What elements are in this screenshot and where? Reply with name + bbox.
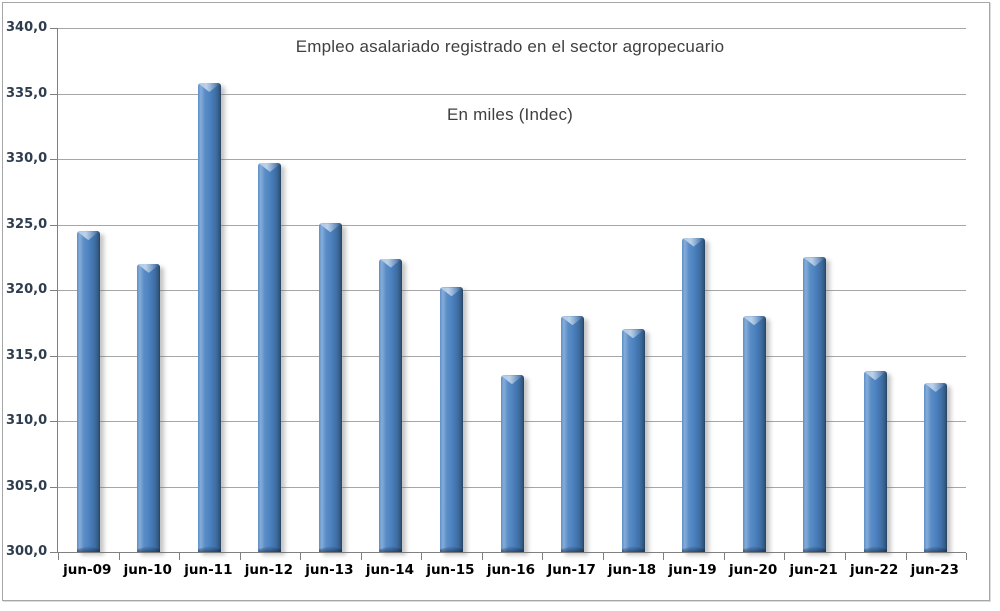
y-axis-label: 340,0 [6,20,48,35]
x-axis-label: jun-13 [305,562,354,578]
x-axis-tick [844,553,846,560]
bar-Jun-17 [561,316,584,552]
y-axis-tick [50,159,58,160]
y-axis-label: 310,0 [6,413,48,428]
x-axis-tick [966,553,967,560]
y-axis-tick [50,290,58,291]
x-axis-tick [481,553,483,560]
x-axis-tick [118,553,120,560]
gridline [58,224,966,226]
x-axis-tick [239,553,241,560]
y-axis-label: 315,0 [6,347,48,363]
bar-jun-19 [682,237,706,552]
x-axis-tick [58,553,59,560]
x-axis-tick [784,553,786,560]
x-axis-label: jun-20 [729,562,778,578]
gridline [58,159,966,160]
x-axis-label: jun-18 [607,562,657,578]
x-axis-label: jun-22 [850,562,899,578]
x-axis-label: Jun-17 [547,562,596,578]
chart-title: Empleo asalariado registrado en el secto… [295,37,725,56]
x-axis-tick [542,553,544,560]
x-axis-tick [300,553,302,560]
bar-jun-22 [863,371,887,552]
bar-jun-23 [924,383,948,552]
plot-area: 300,0 305,0 310,0 315,0 320,0 325,0 330,0 335,0… [6,20,967,560]
x-axis-tick [602,553,604,560]
chart-subtitle: En miles (Indec) [446,105,574,124]
bar-jun-12 [258,162,282,552]
x-axis-label: jun-16 [486,562,536,578]
gridline [58,290,966,291]
x-axis-label: jun-12 [244,562,293,578]
x-axis-label: jun-23 [910,562,959,578]
bar-jun-11 [197,83,221,552]
bar-jun-16 [500,375,524,552]
x-axis-tick [360,553,362,560]
y-axis-tick [50,224,58,226]
y-axis-tick [50,28,58,29]
bar-jun-15 [440,287,463,552]
bar-jun-21 [803,257,827,552]
bar-jun-20 [742,316,766,552]
x-axis-label: jun-15 [426,562,475,578]
y-axis-tick [50,552,58,553]
x-axis-label: jun-09 [63,562,112,578]
bar-jun-13 [318,223,342,552]
gridline [58,355,966,357]
x-axis-tick [663,553,665,560]
gridline [58,93,966,95]
y-axis-tick [50,486,58,488]
bar-jun-09 [76,231,100,552]
x-axis-label: jun-10 [123,562,172,578]
y-axis-label: 330,0 [6,151,48,166]
y-axis-label: 305,0 [6,478,48,494]
y-axis-label: 335,0 [6,85,48,101]
x-axis-label: jun-19 [668,562,717,578]
y-axis-tick [50,93,58,95]
x-axis-label: jun-11 [184,562,233,578]
y-axis-label: 325,0 [6,216,48,232]
bar-jun-10 [137,263,161,552]
x-axis-tick [723,553,725,560]
y-axis-label: 320,0 [6,282,48,297]
y-axis-tick [50,355,58,357]
x-axis-tick [421,553,423,560]
y-axis-label: 300,0 [6,544,48,559]
x-axis-label: jun-14 [365,562,415,578]
x-axis-label: jun-21 [789,562,838,578]
bar-jun-14 [379,258,403,552]
gridline [58,28,966,29]
bar-jun-18 [621,329,645,552]
x-axis-tick [179,553,181,560]
x-axis-tick [905,553,907,560]
y-axis-tick [50,421,58,422]
